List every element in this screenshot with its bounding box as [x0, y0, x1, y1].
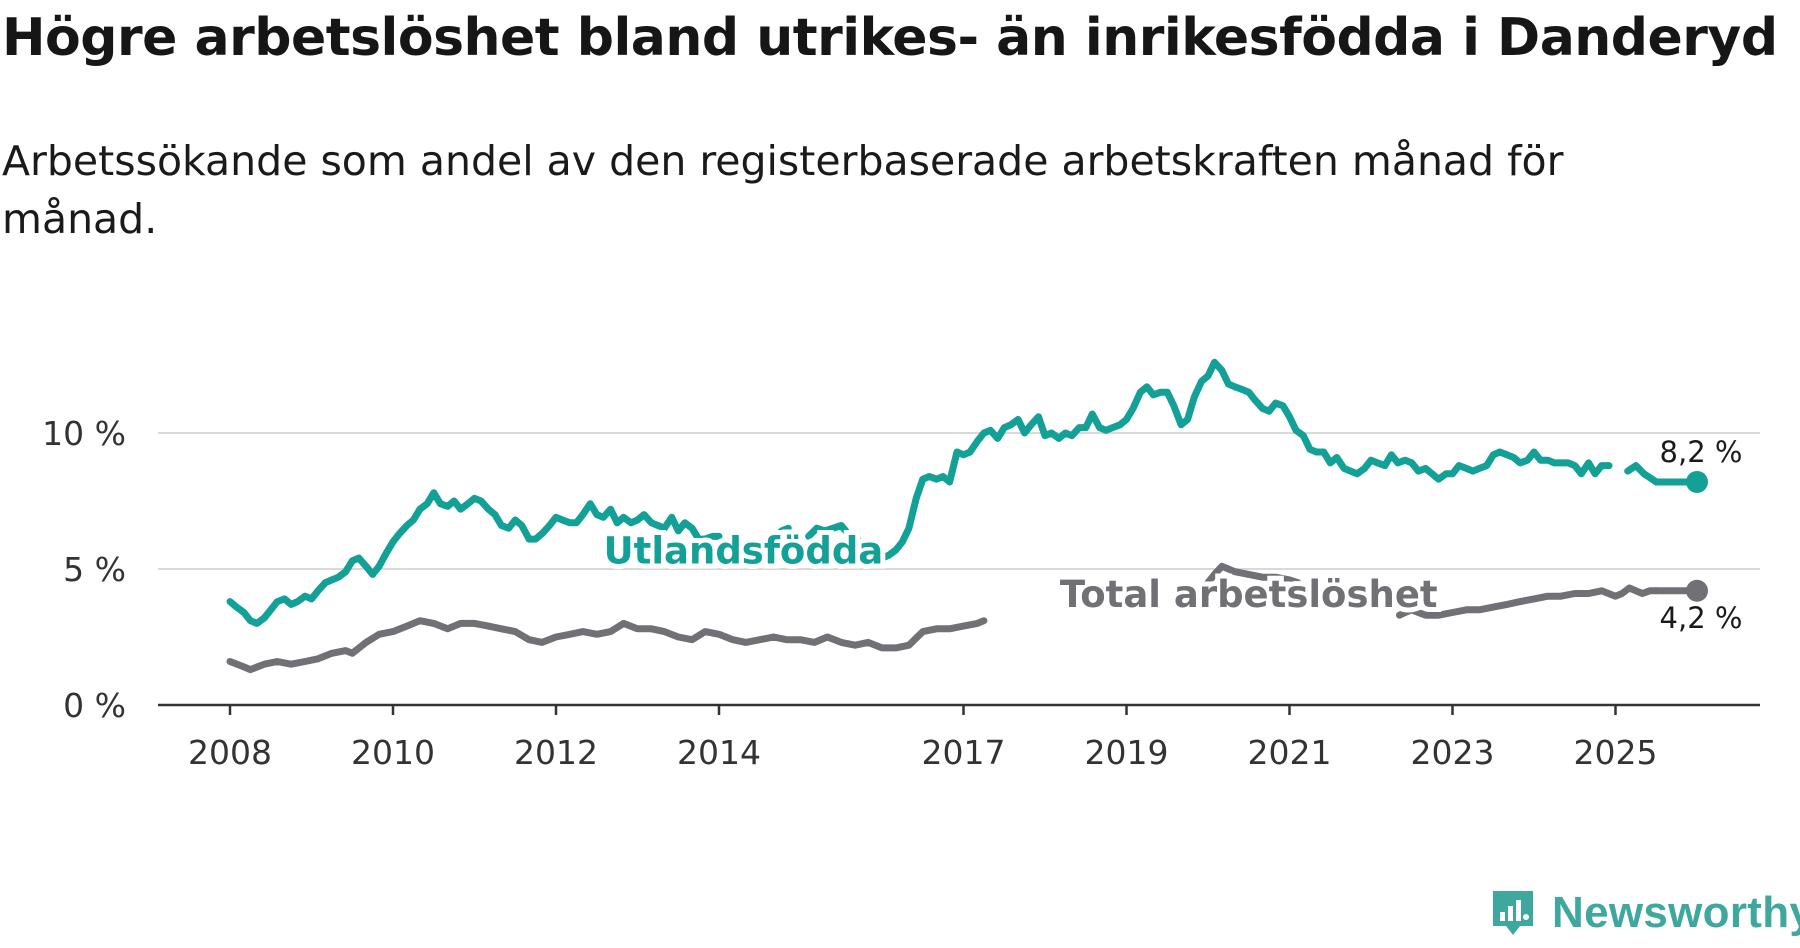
- x-tick-label: 2023: [1411, 733, 1495, 772]
- series-line-utlandsf-dda: [1624, 462, 1660, 486]
- y-tick-label: 5 %: [63, 550, 126, 589]
- series-label-utlandsf-dda: Utlandsfödda: [604, 530, 884, 573]
- end-label-utlandsf-dda: 8,2 %: [1660, 435, 1743, 469]
- labels: 8,2 % 4,2 % Utlandsfödda Total arbetslöshet: [599, 432, 1746, 638]
- series-label-total-arbetsl-shet: Total arbetslöshet: [1060, 573, 1438, 616]
- end-point-utlandsf-dda: [1686, 470, 1708, 493]
- series-lines: [226, 358, 1708, 674]
- end-label-total-arbetsl-shet: 4,2 %: [1660, 601, 1743, 635]
- x-tick-label: 2014: [677, 733, 761, 772]
- x-tick-label: 2012: [514, 733, 598, 772]
- chart-subtitle: Arbetssökande som andel av den registerb…: [2, 137, 1564, 243]
- series-line-total-arbetsl-shet: [1204, 562, 1302, 587]
- y-tick-label: 10 %: [42, 414, 126, 453]
- series-line-utlandsf-dda: [805, 358, 1613, 562]
- series-line-total-arbetsl-shet: [1396, 584, 1660, 619]
- series-line-total-arbetsl-shet: [226, 617, 988, 674]
- x-tick-label: 2008: [188, 733, 272, 772]
- x-tick-label: 2021: [1248, 733, 1332, 772]
- brand-logo: Newsworthy: [1490, 888, 1800, 938]
- bar-chart-icon: [1493, 891, 1533, 935]
- grid-lines: [158, 432, 1760, 570]
- x-tick-label: 2025: [1574, 733, 1658, 772]
- series-line-utlandsf-dda: [226, 489, 723, 627]
- x-tick-label: 2010: [351, 733, 435, 772]
- brand-name: Newsworthy: [1552, 888, 1800, 937]
- y-tick-label: 0 %: [63, 686, 126, 725]
- chart-title: Högre arbetslöshet bland utrikes- än inr…: [2, 8, 1778, 68]
- series-line-utlandsf-dda: [772, 524, 792, 540]
- end-point-total-arbetsl-shet: [1686, 579, 1708, 602]
- axes: 0 % 5 % 10 % 2008 2010 2012 2014 2017 2019 2021 20…: [42, 414, 1760, 772]
- x-tick-label: 2017: [922, 733, 1006, 772]
- x-tick-label: 2019: [1085, 733, 1169, 772]
